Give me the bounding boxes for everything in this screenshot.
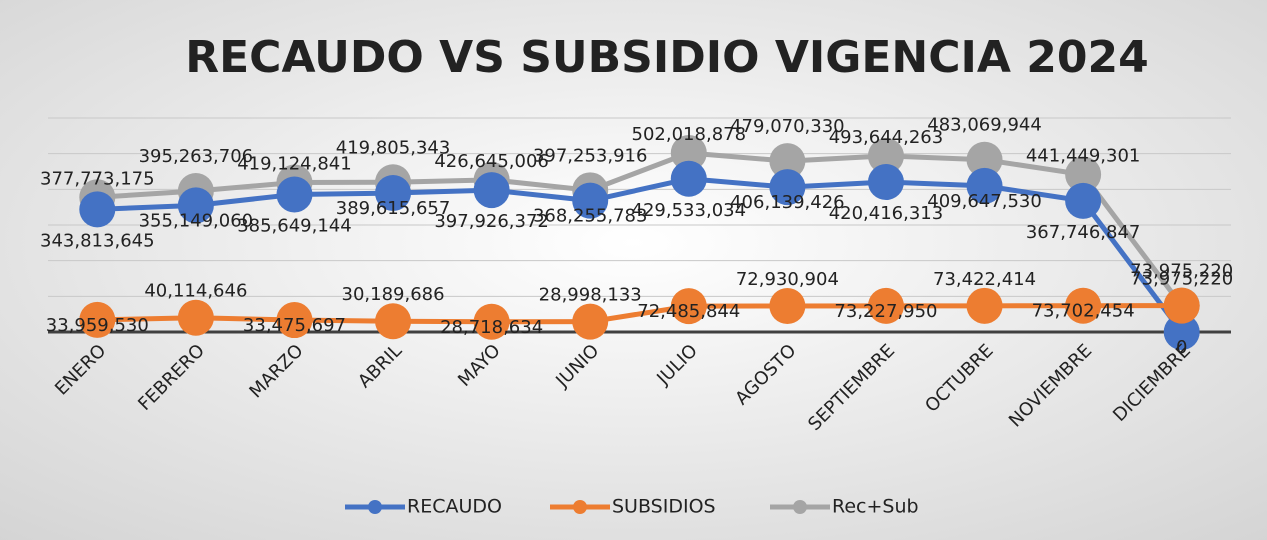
data-point: [375, 303, 412, 340]
data-label: 395,263,706: [139, 146, 254, 167]
data-label: 385,649,144: [237, 215, 352, 236]
data-label: 483,069,944: [927, 115, 1042, 136]
data-label: 389,615,657: [336, 198, 451, 219]
legend-marker: [793, 500, 807, 514]
data-label: 426,645,006: [434, 151, 549, 172]
data-label: 397,253,916: [533, 145, 648, 166]
data-point: [670, 134, 707, 171]
data-label: 33,959,530: [46, 315, 149, 336]
data-label: 419,805,343: [336, 137, 451, 158]
data-point: [769, 169, 806, 206]
data-label: 33,475,697: [243, 315, 346, 336]
data-label: 73,227,950: [834, 301, 937, 322]
data-label: 72,485,844: [637, 301, 740, 322]
data-label: 343,813,645: [40, 230, 155, 251]
legend-marker: [573, 500, 587, 514]
data-point: [769, 143, 806, 180]
data-label: 493,644,263: [829, 127, 944, 148]
data-point: [572, 303, 609, 340]
data-point: [276, 176, 313, 213]
data-point: [473, 303, 510, 340]
data-point: [79, 191, 116, 228]
data-point: [867, 287, 904, 324]
data-label: 429,533,034: [632, 200, 747, 221]
data-point: [966, 167, 1003, 204]
data-point: [670, 160, 707, 197]
data-point: [1065, 156, 1102, 193]
data-label: 367,746,847: [1026, 222, 1141, 243]
data-label: 30,189,686: [342, 284, 445, 305]
data-label: 40,114,646: [144, 281, 247, 302]
chart-title: RECAUDO VS SUBSIDIO VIGENCIA 2024: [185, 32, 1149, 83]
data-label: 420,416,313: [829, 203, 944, 224]
data-label: 73,702,454: [1032, 301, 1135, 322]
data-point: [769, 287, 806, 324]
lines: [79, 134, 1200, 350]
data-point: [1163, 287, 1200, 324]
data-label: 397,926,372: [434, 211, 549, 232]
data-label: 419,124,841: [237, 154, 352, 175]
data-point: [473, 172, 510, 209]
data-label: 368,255,783: [533, 206, 648, 227]
legend-label: RECAUDO: [407, 496, 502, 518]
legend: RECAUDO SUBSIDIOS Rec+Sub: [345, 496, 919, 518]
data-point: [1065, 182, 1102, 219]
data-label: 355,149,060: [139, 210, 254, 231]
data-point: [276, 302, 313, 339]
legend-marker: [368, 500, 382, 514]
data-point: [1163, 314, 1200, 350]
data-point: [177, 299, 214, 336]
data-label: 377,773,175: [40, 168, 155, 189]
data-label: 73,975,220: [1130, 269, 1233, 290]
data-label: 28,718,634: [440, 317, 543, 338]
data-label: 479,070,330: [730, 116, 845, 137]
data-point: [79, 301, 116, 338]
data-label: 502,018,878: [632, 124, 747, 145]
data-label: 73,975,220: [1130, 261, 1233, 282]
legend-label: SUBSIDIOS: [612, 496, 716, 518]
data-point: [867, 164, 904, 201]
data-label: 406,139,426: [730, 192, 845, 213]
legend-label: Rec+Sub: [832, 496, 919, 518]
data-label: 0: [1176, 337, 1187, 358]
data-label: 409,647,530: [927, 191, 1042, 212]
data-point: [867, 137, 904, 174]
data-point: [670, 288, 707, 325]
data-label: 73,422,414: [933, 269, 1036, 290]
data-label: 28,998,133: [539, 285, 642, 306]
data-point: [966, 141, 1003, 178]
data-label: 441,449,301: [1026, 146, 1141, 167]
data-point: [177, 187, 214, 224]
data-point: [572, 182, 609, 219]
data-point: [375, 175, 412, 212]
grid: [48, 117, 1231, 334]
data-point: [1065, 287, 1102, 324]
data-label: 72,930,904: [736, 269, 839, 290]
data-point: [966, 287, 1003, 324]
